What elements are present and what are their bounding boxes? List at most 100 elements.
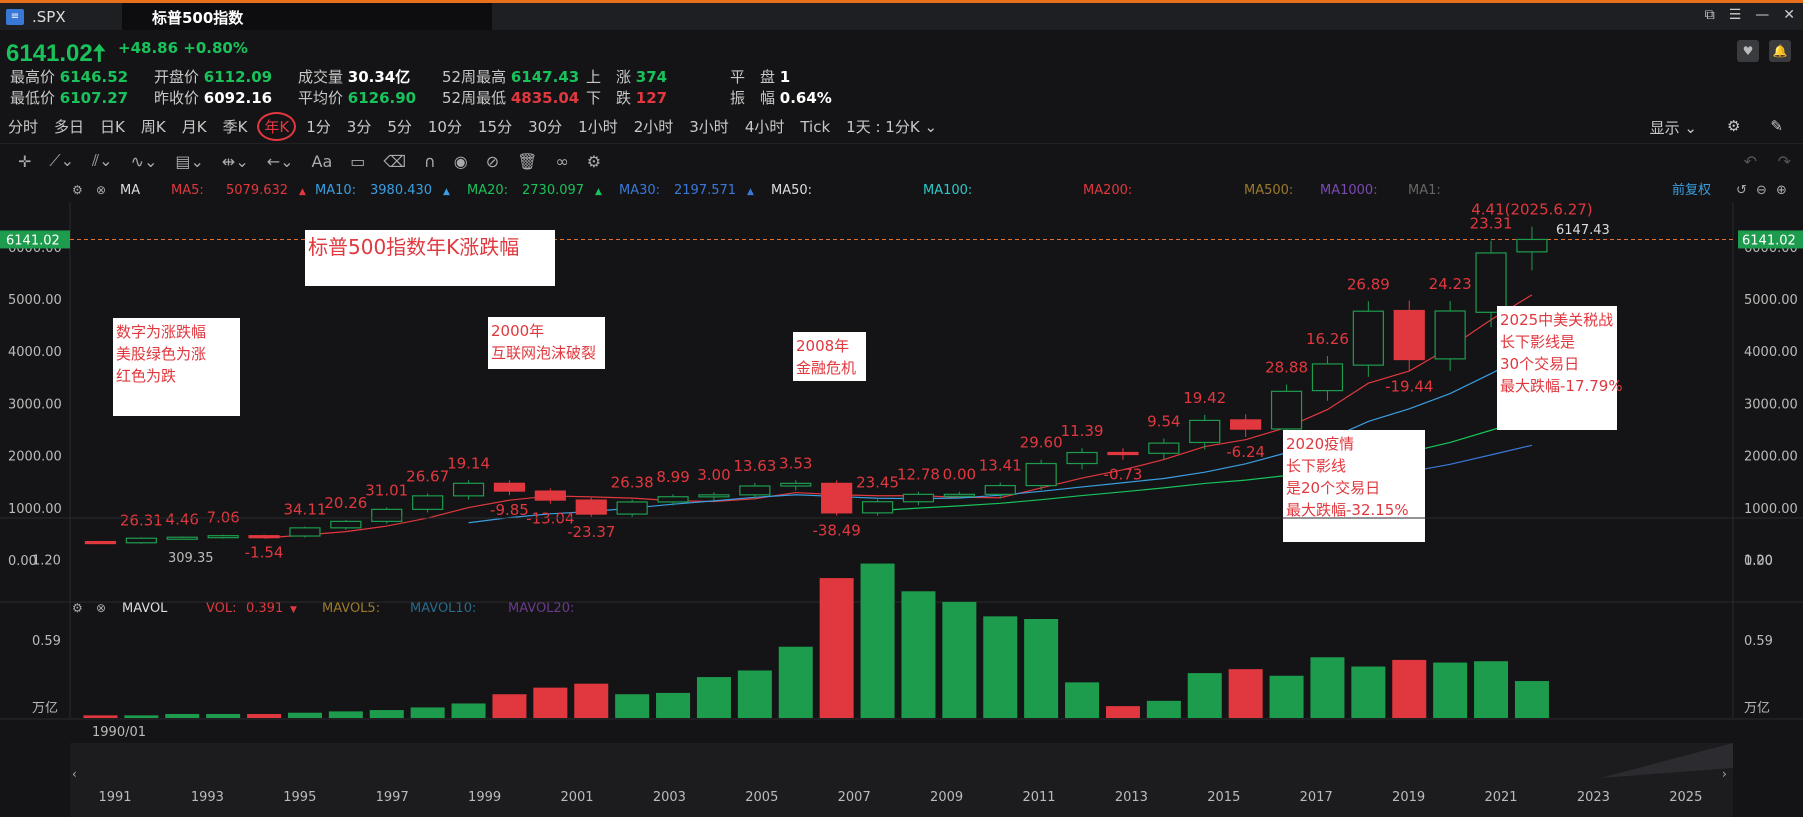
volume-bar xyxy=(819,578,854,718)
ma-item-arrow: ▲ xyxy=(595,187,602,197)
channel-tool-icon[interactable]: ⫽⌄ xyxy=(92,151,113,170)
kline-chart[interactable]: ⚙ ⊗ MA MA5: 5079.632 ▲ MA10: 3980.430 ▲ MA20: 2730… xyxy=(0,178,1803,817)
period-tab[interactable]: 2小时 xyxy=(633,118,674,136)
line-tool-icon[interactable]: ⟋⌄ xyxy=(49,151,75,170)
period-tab[interactable]: 年K xyxy=(257,112,297,141)
period-tab[interactable]: 多日 xyxy=(54,118,85,136)
stat-flat-count: 平 盘 1 xyxy=(730,66,790,87)
pen-icon[interactable]: ✎ xyxy=(1770,117,1783,135)
pct-label: 0.00 xyxy=(943,466,976,484)
annotation-text: 金融危机 xyxy=(796,359,856,377)
year-label: 1999 xyxy=(468,790,501,805)
ticker-tab[interactable]: .SPX xyxy=(32,7,66,26)
scroll-left-handle-icon: ‹ xyxy=(72,767,77,781)
vol-unit-left: 万亿 xyxy=(32,701,58,716)
period-tab[interactable]: 30分 xyxy=(528,118,563,136)
mavol5-label: MAVOL5: xyxy=(322,601,380,616)
stat-label: 开盘价 xyxy=(154,68,200,86)
stat-open: 开盘价 6112.09 xyxy=(154,66,272,87)
period-tab[interactable]: 月K xyxy=(181,118,207,136)
candle-body xyxy=(1066,451,1098,465)
eraser-icon[interactable]: ⌫ xyxy=(383,151,407,171)
year-label: 1997 xyxy=(376,790,409,805)
undo-icon[interactable]: ↶ xyxy=(1743,151,1757,171)
stat-value: 4835.04 xyxy=(510,89,580,107)
candle-body xyxy=(1270,390,1303,430)
period-tabs: 分时 多日 日K 周K 月K 季K 年K 1分 3分 5分 10分 15分 30分 1小时 2小时 3小时 4小… xyxy=(0,110,1803,144)
pct-label: 23.31 xyxy=(1470,215,1513,233)
period-tab[interactable]: 1天 : 1分K ⌄ xyxy=(846,118,938,136)
fib-tool-icon[interactable]: ▤⌄ xyxy=(175,151,204,171)
ma-item-name: MA5: xyxy=(171,183,204,198)
eye-icon[interactable]: ◉ xyxy=(453,151,468,171)
stat-value: 6147.43 xyxy=(510,68,580,86)
last-price-value: 6141.02 xyxy=(6,40,93,67)
stat-52w-high: 52周最高 6147.43 xyxy=(442,66,579,87)
stat-volume: 成交量 30.34亿 xyxy=(298,66,410,87)
pct-label: -1.54 xyxy=(245,543,284,561)
volume-bar xyxy=(1392,659,1427,718)
period-tab[interactable]: 3分 xyxy=(346,118,372,136)
pct-label: 4.46 xyxy=(166,510,199,528)
measure-tool-icon[interactable]: ⇹⌄ xyxy=(221,151,249,171)
tool-settings-icon[interactable]: ⚙ xyxy=(586,151,602,171)
pct-label: 19.42 xyxy=(1183,389,1226,407)
stat-up-count: 上 涨 374 xyxy=(586,66,667,87)
stat-value: 6112.09 xyxy=(203,68,273,86)
gear-icon[interactable]: ⚙ xyxy=(1726,117,1741,135)
period-tab[interactable]: 1分 xyxy=(306,118,331,136)
display-dropdown[interactable]: 显示 ⌄ xyxy=(1649,119,1697,137)
hide-icon[interactable]: ⊘ xyxy=(485,151,500,171)
annotation-text: 红色为跌 xyxy=(116,367,176,385)
stat-52w-low: 52周最低 4835.04 xyxy=(442,87,579,108)
candle-body xyxy=(412,495,444,510)
volume-bar xyxy=(1514,681,1549,718)
volume-bar xyxy=(778,646,813,718)
trash-icon[interactable]: 🗑 xyxy=(517,151,538,171)
text-tool-icon[interactable]: Aa xyxy=(311,151,333,171)
popout-icon[interactable]: ⧉ xyxy=(1704,7,1715,23)
change-value: +48.86 xyxy=(118,39,179,57)
vol-label: MAVOL xyxy=(122,601,168,616)
redo-icon[interactable]: ↷ xyxy=(1777,151,1791,171)
favorite-heart-icon[interactable]: ♥ xyxy=(1737,40,1759,62)
alert-bell-icon[interactable]: 🔔 xyxy=(1769,40,1791,62)
chart-area[interactable]: ⚙ ⊗ MA MA5: 5079.632 ▲ MA10: 3980.430 ▲ MA20: 2730… xyxy=(0,178,1803,817)
stat-prev-close: 昨收价 6092.16 xyxy=(154,87,272,108)
period-tab[interactable]: 3小时 xyxy=(689,118,729,136)
ma-item-name: MA1000: xyxy=(1320,183,1378,198)
volume-bar xyxy=(1105,706,1140,718)
vol-close-icon: ⊗ xyxy=(96,601,106,615)
period-tab[interactable]: 日K xyxy=(100,118,125,136)
volume-bar xyxy=(1065,682,1100,718)
pct-label: -19.44 xyxy=(1385,378,1433,396)
link-icon[interactable]: ∞ xyxy=(555,151,569,171)
volume-bar xyxy=(410,707,445,718)
scroller-preview xyxy=(1600,743,1733,778)
wave-tool-icon[interactable]: ∿⌄ xyxy=(130,151,158,171)
period-tab[interactable]: 周K xyxy=(140,118,166,136)
period-tab[interactable]: 15分 xyxy=(477,118,513,136)
period-tab[interactable]: 1小时 xyxy=(578,118,618,136)
pct-label: 16.26 xyxy=(1306,330,1349,348)
move-cross-icon[interactable]: ✛ xyxy=(18,151,32,171)
period-tab[interactable]: 5分 xyxy=(387,118,412,136)
period-tab[interactable]: 10分 xyxy=(427,118,462,136)
window-title[interactable]: 标普500指数 xyxy=(122,3,492,30)
settings-icon: ⚙ xyxy=(72,183,83,197)
period-tab[interactable]: 分时 xyxy=(8,118,39,136)
close-icon[interactable]: ✕ xyxy=(1783,7,1795,23)
stat-label: 52周最高 xyxy=(442,68,507,86)
minimize-icon[interactable]: — xyxy=(1755,7,1770,23)
volume-bar xyxy=(1146,700,1181,718)
magnet-icon[interactable]: ∩ xyxy=(424,151,436,171)
period-tab[interactable]: 4小时 xyxy=(744,118,785,136)
period-tab[interactable]: Tick xyxy=(800,117,831,136)
comment-tool-icon[interactable]: ▭ xyxy=(350,151,366,171)
arrow-tool-icon[interactable]: ←⌄ xyxy=(266,151,294,171)
settings-list-icon[interactable]: ☰ xyxy=(1728,7,1742,23)
time-start-label: 1990/01 xyxy=(92,725,146,740)
period-tab[interactable]: 季K xyxy=(222,118,248,136)
stat-value: 374 xyxy=(635,68,668,86)
